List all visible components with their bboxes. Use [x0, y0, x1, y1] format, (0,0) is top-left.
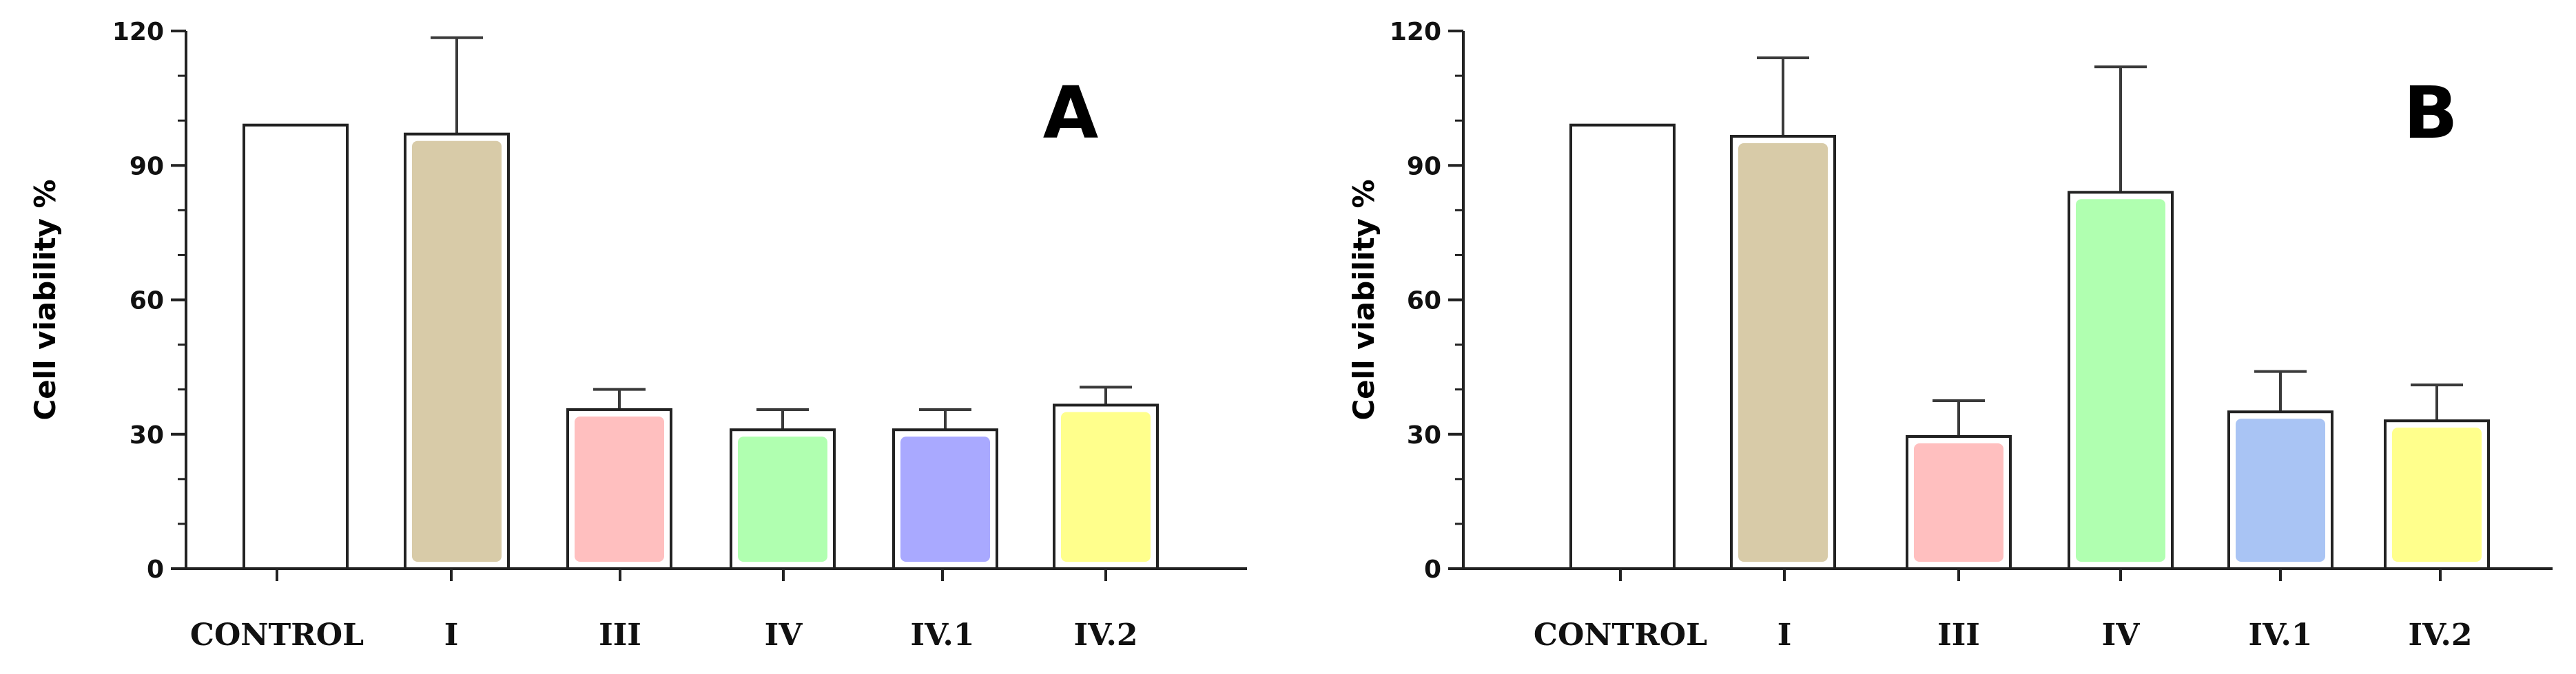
- x-tick-label-iv: IV: [2102, 618, 2141, 653]
- y-tick-label-60: 60: [130, 287, 164, 315]
- bar-fill-iv: [738, 436, 827, 562]
- bar-fill-iii: [1914, 443, 2003, 562]
- y-tick-label-30: 30: [130, 421, 164, 450]
- x-tick-label-control: CONTROL: [190, 618, 364, 653]
- y-tick-label-90: 90: [130, 152, 164, 180]
- bar-fill-iv-1: [900, 436, 990, 562]
- x-tick-label-control: CONTROL: [1534, 618, 1707, 653]
- x-tick-label-i: I: [1778, 618, 1792, 653]
- y-tick-label-0: 0: [147, 556, 164, 584]
- bar-fill-i: [412, 140, 502, 562]
- y-axis-title: Cell viability %: [28, 179, 62, 420]
- y-tick-label-90: 90: [1407, 152, 1441, 180]
- y-tick-label-60: 60: [1407, 287, 1441, 315]
- x-tick-label-iv-1: IV.1: [911, 618, 975, 653]
- x-tick-label-i: I: [444, 618, 459, 653]
- x-tick-label-iv-1: IV.1: [2249, 618, 2313, 653]
- panel-label: A: [1043, 71, 1099, 155]
- x-tick-label-iv-2: IV.2: [2409, 618, 2473, 653]
- bar-fill-iv: [2076, 199, 2165, 562]
- x-tick-label-iv: IV: [765, 618, 803, 653]
- x-tick-label-iii: III: [1937, 618, 1980, 653]
- bar-fill-i: [1738, 143, 1828, 562]
- x-tick-label-iv-2: IV.2: [1074, 618, 1138, 653]
- y-tick-label-30: 30: [1407, 421, 1441, 450]
- y-tick-label-120: 120: [1390, 18, 1441, 46]
- bar-fill-iii: [575, 416, 664, 562]
- bar-control: [243, 123, 349, 571]
- panel-label: B: [2403, 71, 2457, 155]
- bar-fill-iv-1: [2236, 419, 2325, 562]
- bar-control: [1569, 123, 1676, 571]
- bar-fill-iv-2: [1061, 412, 1151, 562]
- x-tick-label-iii: III: [599, 618, 641, 653]
- bar-fill-iv-2: [2392, 428, 2482, 562]
- y-tick-label-120: 120: [112, 18, 164, 46]
- y-axis-title: Cell viability %: [1347, 179, 1381, 420]
- y-tick-label-0: 0: [1424, 556, 1441, 584]
